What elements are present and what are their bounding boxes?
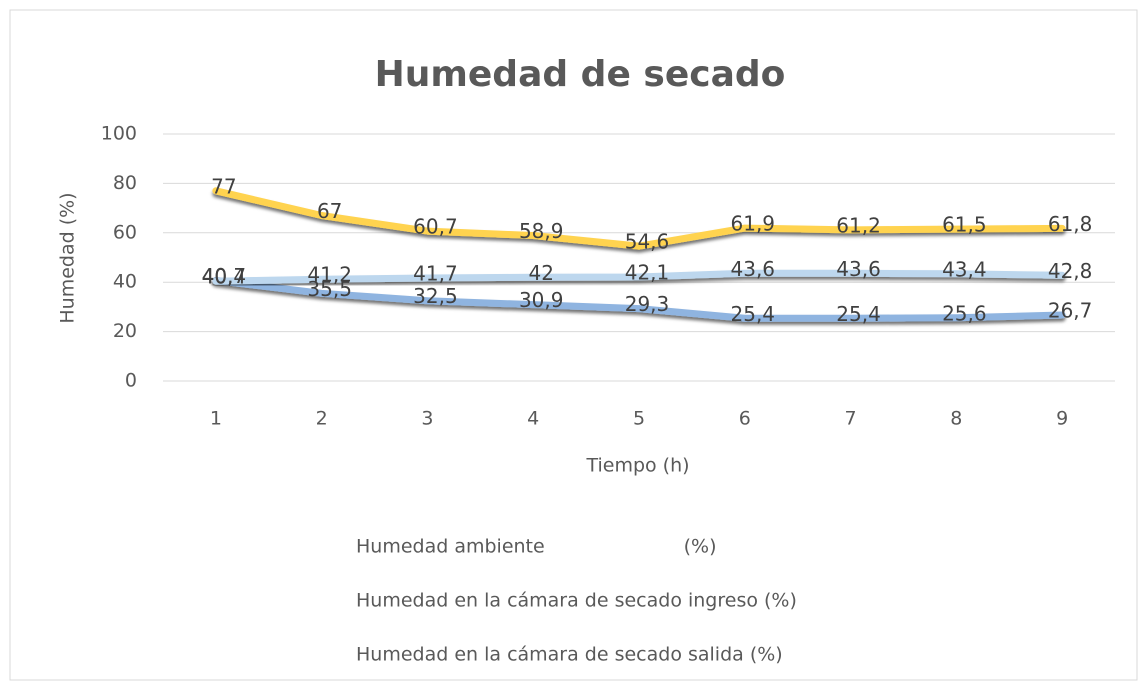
data-label: 61,5 [942,213,987,237]
x-tick-label: 8 [950,408,962,430]
x-tick-label: 6 [739,408,751,430]
data-label: 61,2 [836,213,881,237]
y-tick-label: 80 [113,172,137,194]
x-tick-label: 2 [316,408,328,430]
series-line [212,276,1066,322]
x-tick-label: 9 [1056,408,1068,430]
data-label: 41,2 [307,263,352,287]
y-tick-label: 20 [113,320,137,342]
y-tick-label: 60 [113,221,137,243]
data-label: 25,4 [731,302,776,326]
chart-title: Humedad de secado [375,54,786,95]
data-label: 58,9 [519,219,564,243]
data-label: 67 [317,199,342,223]
y-tick-label: 0 [125,370,137,392]
data-label: 77 [211,174,236,198]
data-label: 42,8 [1048,259,1093,283]
data-label: 30,9 [519,288,564,312]
y-tick-label: 40 [113,271,137,293]
data-label: 42,1 [625,261,670,285]
y-axis-label: Humedad (%) [57,192,79,323]
x-tick-label: 1 [210,408,222,430]
series-line [212,187,1066,250]
data-label: 61,8 [1048,212,1093,236]
data-label: 40,7 [202,264,247,288]
x-axis-label: Tiempo (h) [585,455,689,477]
data-label: 32,5 [413,284,458,308]
data-label: 60,7 [413,215,458,239]
data-label: 43,4 [942,257,987,281]
data-label: 29,3 [625,292,670,316]
legend-label: Humedad en la cámara de secado salida (%… [356,644,783,666]
data-label: 42 [528,261,553,285]
y-tick-label: 100 [101,123,137,145]
data-label: 25,6 [942,301,987,325]
data-label: 26,7 [1048,299,1093,323]
legend-label: Humedad en la cámara de secado ingreso (… [356,590,797,612]
x-tick-label: 3 [421,408,433,430]
data-label: 54,6 [625,230,670,254]
chart-border [9,9,1138,681]
data-label: 61,9 [731,212,776,236]
x-tick-label: 7 [845,408,857,430]
data-label: 41,7 [413,262,458,286]
data-label: 43,6 [836,257,881,281]
x-tick-label: 5 [633,408,645,430]
series-line [212,269,1066,285]
data-label: 43,6 [731,257,776,281]
data-label: 40,4 [202,265,247,289]
data-label: 25,4 [836,302,881,326]
legend-label: Humedad ambiente (%) [356,536,716,558]
data-label: 35,5 [307,277,352,301]
x-tick-label: 4 [527,408,539,430]
